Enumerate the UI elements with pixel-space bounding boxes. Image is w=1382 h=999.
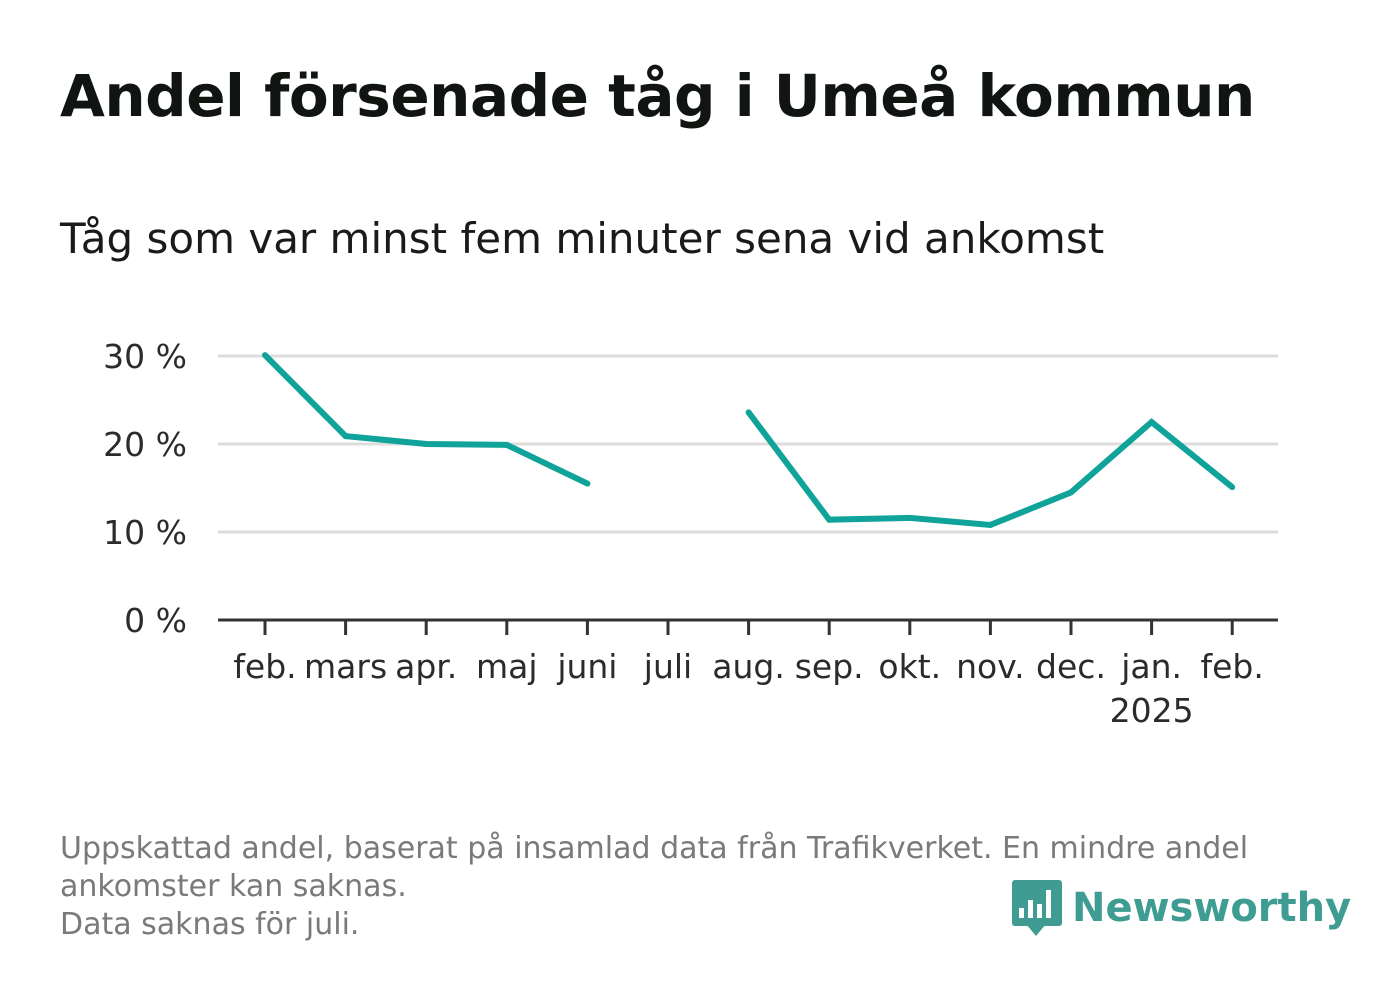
- y-tick-label: 0 %: [124, 601, 187, 640]
- x-tick-label: juni: [556, 647, 617, 686]
- data-point: [423, 441, 430, 447]
- bar-chart-speech-bubble-icon: [1012, 880, 1062, 936]
- y-tick-label: 20 %: [103, 425, 187, 464]
- gridlines: [218, 354, 1278, 534]
- data-point: [987, 521, 994, 528]
- x-tick-label: aug.: [712, 647, 785, 686]
- x-tick-label: dec.: [1036, 647, 1106, 686]
- footnote-line: Uppskattad andel, baserat på insamlad da…: [60, 831, 1249, 866]
- series-line-segment: [746, 410, 1235, 529]
- data-point: [342, 433, 349, 440]
- x-tick-label: juli: [643, 647, 692, 686]
- x-tick-label: sep.: [795, 647, 864, 686]
- chart-subtitle: Tåg som var minst fem minuter sena vid a…: [60, 214, 1105, 263]
- data-point: [262, 352, 268, 359]
- x-tick-label: nov.: [956, 647, 1025, 686]
- x-tick-label: jan.: [1120, 647, 1182, 686]
- data-point: [906, 514, 913, 521]
- y-tick-label: 30 %: [103, 337, 187, 376]
- line-chart: 0 %10 %20 %30 % feb. mars apr. maj juni juli a…: [103, 337, 1278, 730]
- x-axis: [218, 618, 1278, 635]
- x-year-label: 2025: [1110, 691, 1194, 730]
- y-tick-label: 10 %: [103, 513, 187, 552]
- y-axis-labels: 0 % 10 % 20 % 30 %: [103, 337, 187, 640]
- data-point: [745, 409, 752, 416]
- x-tick-label: maj: [476, 647, 538, 686]
- footnote-line: Data saknas för juli.: [60, 907, 360, 942]
- x-tick-label: feb.: [1201, 647, 1264, 686]
- data-point: [826, 516, 833, 523]
- data-lines: [262, 352, 1236, 529]
- x-tick-label: okt.: [878, 647, 941, 686]
- footnote-line: ankomster kan saknas.: [60, 869, 407, 904]
- data-point: [1148, 419, 1155, 425]
- series-line-segment: [262, 353, 589, 487]
- newsworthy-logo: Newsworthy: [1010, 878, 1351, 938]
- data-point: [584, 480, 591, 487]
- chart-title: Andel försenade tåg i Umeå kommun: [60, 62, 1255, 130]
- data-point: [1229, 484, 1236, 491]
- data-point: [503, 441, 510, 448]
- data-point: [1068, 489, 1074, 496]
- x-tick-label: feb.: [233, 647, 296, 686]
- brand-name: Newsworthy: [1072, 885, 1352, 931]
- footnotes: Uppskattad andel, baserat på insamlad da…: [60, 830, 1320, 944]
- x-tick-label: apr.: [395, 647, 457, 686]
- x-tick-label: mars: [304, 647, 387, 686]
- x-axis-labels: feb. mars apr. maj juni juli aug. sep. okt. nov. d…: [233, 647, 1264, 730]
